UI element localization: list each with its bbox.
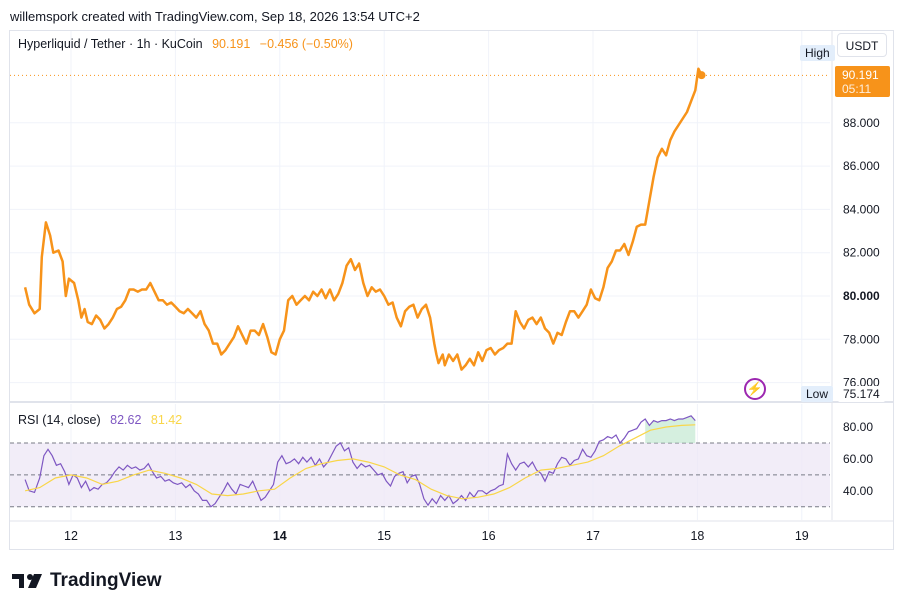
last-price-value: 90.191 xyxy=(842,68,879,82)
last-price-tag: 90.191 05:11 xyxy=(835,66,890,97)
price-axis-label: 80.000 xyxy=(843,289,880,303)
rsi-axis-label: 60.00 xyxy=(843,452,873,466)
rsi-value: 82.62 xyxy=(110,413,142,427)
symbol-name: Hyperliquid / Tether · 1h · KuCoin xyxy=(18,37,203,51)
rsi-series-line xyxy=(24,415,696,508)
chart-frame xyxy=(9,30,894,550)
time-axis-label: 13 xyxy=(168,529,182,543)
time-axis-label: 15 xyxy=(377,529,391,543)
price-axis-label: 86.000 xyxy=(843,159,880,173)
low-label: Low xyxy=(801,386,834,402)
time-axis-label: 16 xyxy=(482,529,496,543)
last-price-dot xyxy=(697,71,706,80)
rsi-ma-value: 81.42 xyxy=(150,413,183,427)
price-series-line xyxy=(23,67,703,371)
chart-attribution: willemspork created with TradingView.com… xyxy=(10,9,420,24)
price-axis-label: 84.000 xyxy=(843,202,880,216)
time-axis-label: 12 xyxy=(64,529,78,543)
rsi-ma-line xyxy=(24,424,696,500)
time-axis-label: 14 xyxy=(273,529,287,543)
low-value: 75.174 xyxy=(838,386,885,402)
symbol-legend: Hyperliquid / Tether · 1h · KuCoin 90.19… xyxy=(18,37,353,51)
time-axis-label: 18 xyxy=(690,529,704,543)
price-axis-label: 78.000 xyxy=(843,332,880,346)
time-axis-label: 17 xyxy=(586,529,600,543)
tradingview-logo-text: TradingView xyxy=(50,570,162,591)
rsi-legend: RSI (14, close) 82.62 81.42 xyxy=(18,413,182,427)
legend-price: 90.191 xyxy=(212,37,251,51)
lightning-icon[interactable]: ⚡ xyxy=(744,378,766,400)
bar-countdown: 05:11 xyxy=(842,82,872,96)
high-label: High xyxy=(800,45,835,61)
price-axis-label: 88.000 xyxy=(843,116,880,130)
tradingview-logo-icon xyxy=(12,573,42,588)
tradingview-logo[interactable]: TradingView xyxy=(12,570,162,592)
rsi-axis-label: 80.00 xyxy=(843,420,873,434)
price-axis-label: 82.000 xyxy=(843,246,880,260)
legend-change: −0.456 (−0.50%) xyxy=(259,37,353,51)
currency-button[interactable]: USDT xyxy=(837,33,887,57)
time-axis-label: 19 xyxy=(795,529,809,543)
rsi-axis-label: 40.00 xyxy=(843,484,873,498)
rsi-name: RSI (14, close) xyxy=(18,413,101,427)
